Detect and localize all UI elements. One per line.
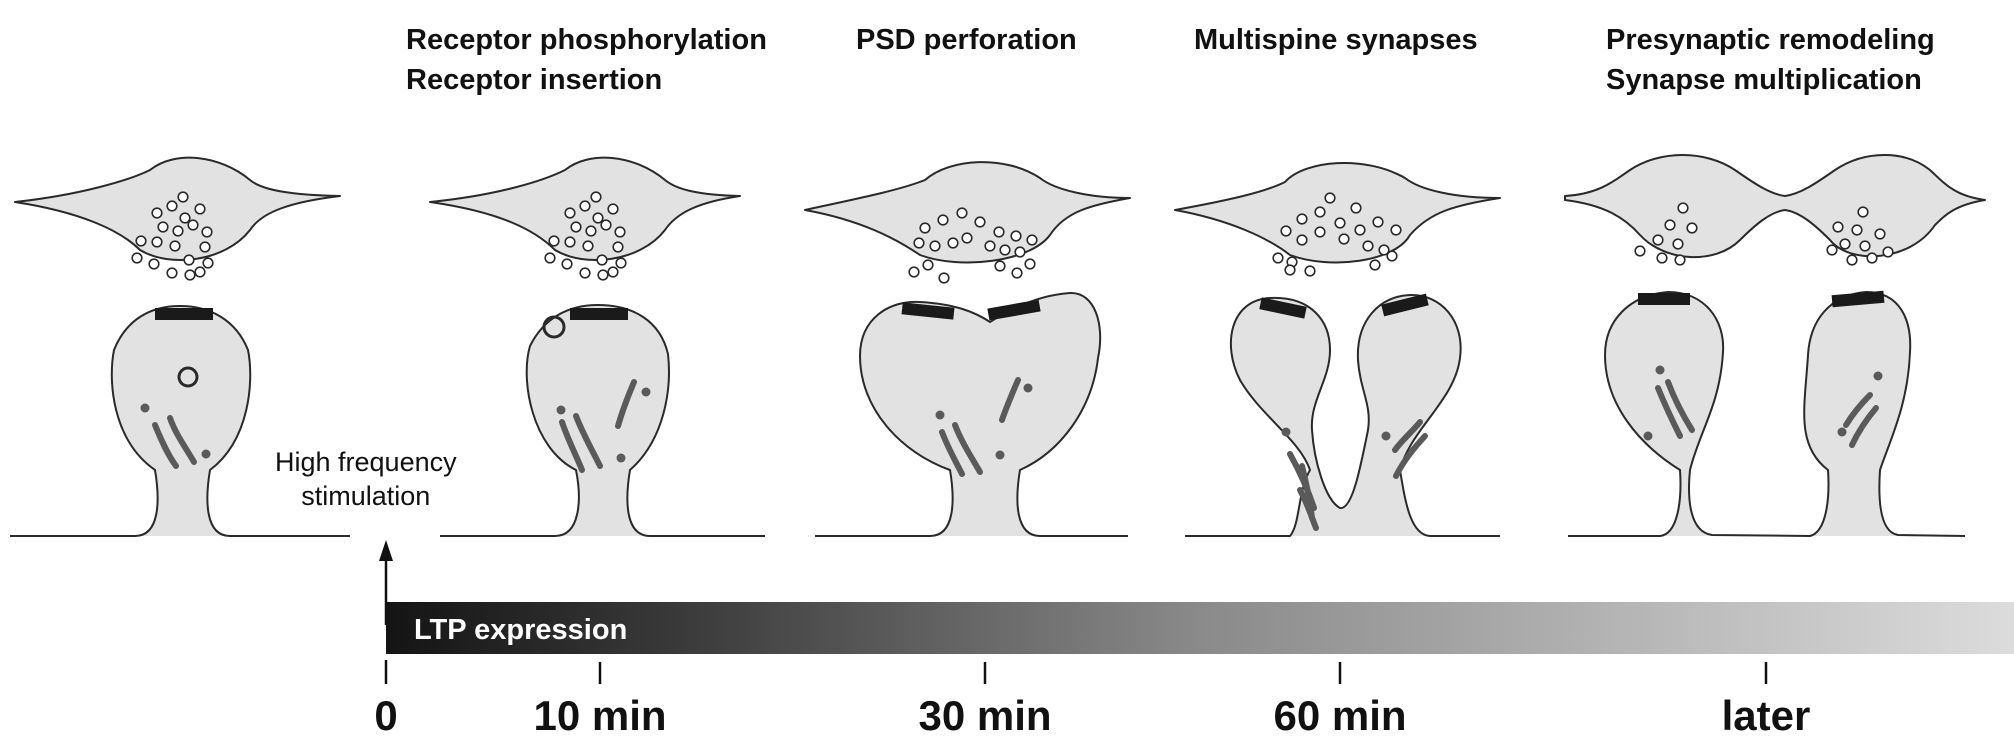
synapse-panel-30min xyxy=(804,161,1131,537)
synapse-panel-10min xyxy=(429,156,765,537)
presynaptic-terminal-split xyxy=(1564,154,1986,258)
synapse-panel-later xyxy=(1564,154,1986,537)
postsynaptic-density xyxy=(570,308,628,320)
stage-title-receptor: Receptor phosphorylation Receptor insert… xyxy=(406,20,767,100)
tick-label: 30 min xyxy=(918,692,1052,739)
psd-left xyxy=(1638,293,1690,305)
dendritic-spines-pair xyxy=(1185,293,1500,537)
endosome xyxy=(177,366,199,388)
ltp-expression-label: LTP expression xyxy=(414,614,628,646)
dendritic-spines-double xyxy=(1568,291,1966,537)
psd-segment-left xyxy=(901,302,955,320)
dendritic-spine xyxy=(440,304,765,537)
spine-apparatus xyxy=(939,377,1021,477)
stimulus-line: High frequency xyxy=(275,447,457,477)
psd-segment-right xyxy=(987,299,1041,321)
spine-apparatus xyxy=(1287,419,1428,531)
synapse-panel-60min xyxy=(1174,162,1501,537)
postsynaptic-density xyxy=(155,308,213,320)
presynaptic-terminal xyxy=(14,156,341,261)
tick-label: 10 min xyxy=(533,692,667,739)
tick-label: 60 min xyxy=(1273,692,1407,739)
stage-title-line: Multispine synapses xyxy=(1194,24,1478,56)
spine-apparatus xyxy=(152,415,197,469)
psd-right-spine xyxy=(1381,293,1429,317)
synaptic-vesicles xyxy=(1272,192,1402,277)
tick-label: later xyxy=(1721,692,1811,739)
dendritic-spine xyxy=(815,291,1128,537)
spine-apparatus xyxy=(1655,379,1879,448)
synaptic-vesicles-right xyxy=(1826,206,1894,266)
stage-title-line: PSD perforation xyxy=(856,24,1077,56)
synaptic-vesicles xyxy=(544,191,627,281)
synaptic-vesicles xyxy=(908,207,1038,284)
stage-title-line: Synapse multiplication xyxy=(1606,64,1922,96)
stage-title-line: Receptor insertion xyxy=(406,64,663,96)
dendritic-spine xyxy=(10,305,350,537)
synapse-panel-baseline xyxy=(10,156,350,537)
inserted-receptor-vesicle xyxy=(542,315,566,339)
psd-left-spine xyxy=(1259,297,1307,319)
stage-title-psd: PSD perforation xyxy=(856,20,1077,60)
stage-title-multispine: Multispine synapses xyxy=(1194,20,1478,60)
spine-apparatus xyxy=(559,379,637,473)
psd-right xyxy=(1831,290,1885,308)
stage-title-line: Receptor phosphorylation xyxy=(406,24,767,56)
stage-title-line: Presynaptic remodeling xyxy=(1606,24,1935,56)
presynaptic-terminal xyxy=(1174,162,1501,264)
synaptic-vesicles xyxy=(131,191,214,281)
synaptic-vesicles-left xyxy=(1634,202,1698,266)
stage-title-presynaptic: Presynaptic remodeling Synapse multiplic… xyxy=(1606,20,1935,100)
timeline-tick-marks xyxy=(384,660,1768,684)
stimulus-line: stimulation xyxy=(301,481,431,511)
ltp-expression-bar xyxy=(386,602,2014,654)
stimulus-label: High frequency stimulation xyxy=(275,445,457,513)
tick-label: 0 xyxy=(374,692,398,739)
